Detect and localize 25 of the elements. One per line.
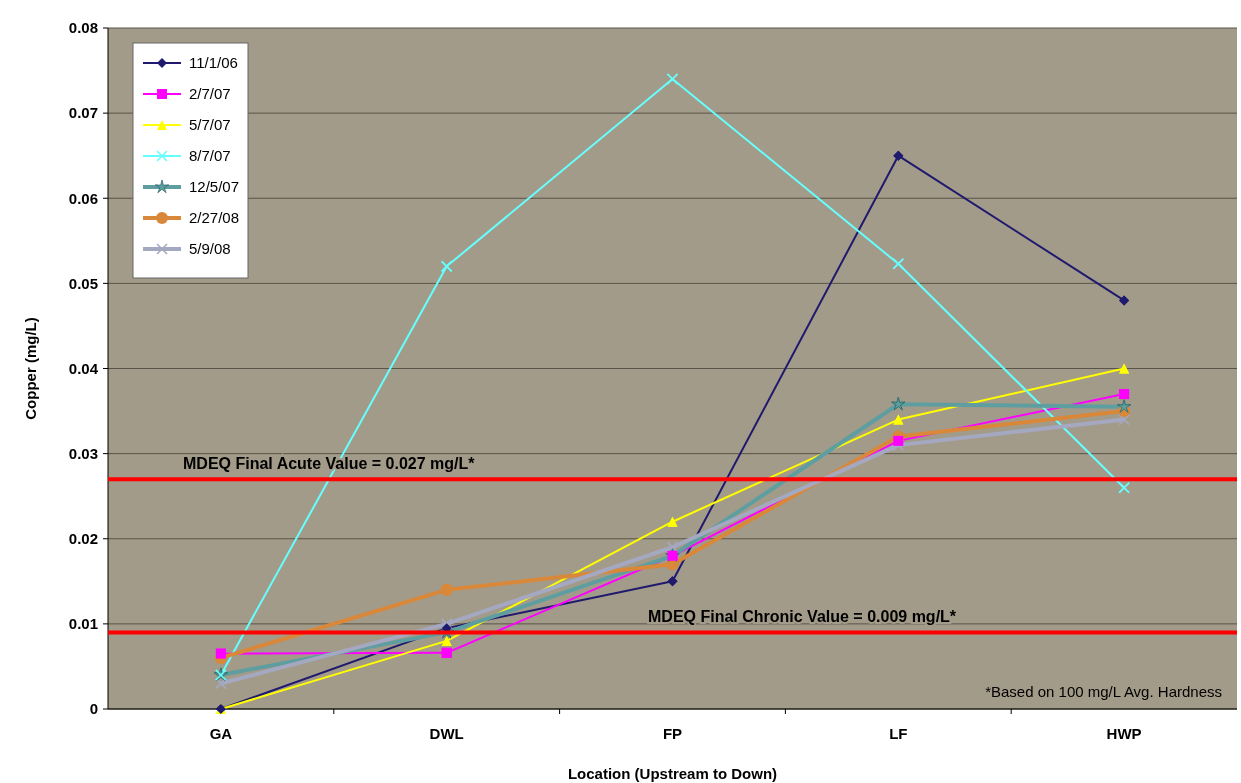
y-tick-label: 0.06 — [68, 189, 98, 207]
legend-label: 2/27/08 — [189, 209, 240, 227]
y-tick-label: 0.04 — [68, 359, 99, 377]
y-tick-label: 0.01 — [68, 615, 98, 633]
legend-label: 5/7/07 — [189, 116, 231, 134]
legend-label: 8/7/07 — [189, 147, 231, 165]
y-tick-label: 0.03 — [68, 444, 98, 462]
y-tick-label: 0.07 — [68, 104, 98, 122]
y-tick-label: 0.05 — [68, 274, 98, 292]
ref-line-label: MDEQ Final Chronic Value = 0.009 mg/L* — [648, 608, 957, 626]
legend-label: 11/1/06 — [189, 54, 238, 72]
y-tick-label: 0.08 — [68, 19, 98, 37]
x-tick-label: HWP — [1106, 725, 1142, 742]
y-tick-label: 0.02 — [68, 530, 98, 547]
legend-label: 12/5/07 — [189, 178, 240, 196]
x-tick-label: GA — [209, 725, 233, 742]
annotation: *Based on 100 mg/L Avg. Hardness — [985, 683, 1222, 700]
y-axis-title: Copper (mg/L) — [22, 317, 39, 420]
y-tick-label: 0 — [89, 700, 98, 718]
x-tick-label: DWL — [429, 725, 464, 742]
x-tick-label: FP — [662, 725, 683, 742]
x-tick-label: LF — [889, 725, 908, 742]
x-axis-title: Location (Upstream to Down) — [567, 765, 778, 782]
legend-label: 5/9/08 — [189, 240, 231, 258]
legend-label: 2/7/07 — [189, 85, 231, 103]
